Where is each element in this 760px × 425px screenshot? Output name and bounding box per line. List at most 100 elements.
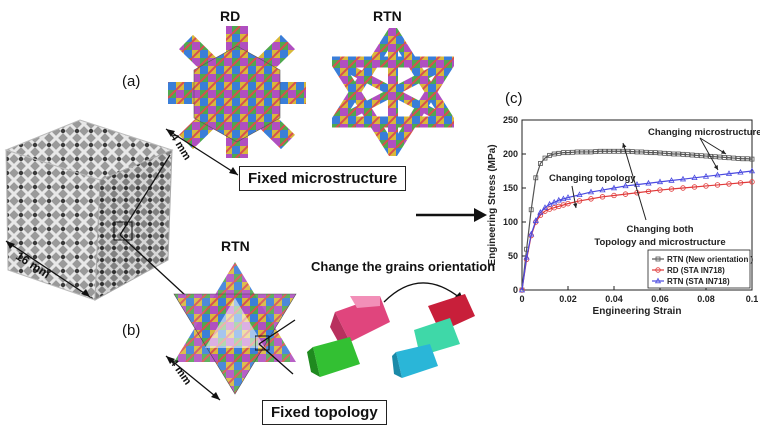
data-point: [593, 149, 598, 155]
annotation-microstructure: Changing microstructure: [648, 127, 760, 138]
data-point: [668, 186, 675, 192]
data-point: [533, 175, 539, 181]
data-point: [616, 148, 622, 154]
data-point: [629, 149, 635, 155]
data-point: [737, 168, 744, 175]
rd-lattice-model: [168, 26, 306, 158]
arrow-to-rtn-sta: [699, 137, 719, 171]
data-point: [675, 151, 681, 157]
panel-b-label: (b): [122, 322, 141, 339]
rtn-title-top: RTN: [373, 8, 402, 24]
rtn-lattice-model-top: [332, 28, 454, 156]
data-point: [538, 161, 543, 166]
data-point: [654, 277, 662, 284]
annotation-both-line2: Topology and microstructure: [594, 237, 725, 248]
data-point: [731, 155, 737, 161]
data-point: [744, 156, 750, 162]
data-point: [622, 182, 629, 189]
arrow-both: [622, 142, 647, 221]
change-grains-label: Change the grains orientation: [311, 259, 496, 274]
data-point: [726, 155, 732, 161]
rtn-title-bottom: RTN: [221, 238, 250, 254]
data-point: [607, 148, 612, 154]
data-point: [576, 191, 583, 197]
grain-model-original: [307, 296, 390, 377]
data-point: [610, 184, 618, 191]
data-point: [588, 196, 594, 202]
data-point: [749, 156, 755, 162]
y-tick-label: 0: [513, 285, 518, 295]
data-point: [691, 184, 698, 190]
data-point: [680, 185, 686, 191]
data-point: [698, 153, 704, 159]
data-point: [748, 167, 756, 174]
dimension-4mm-arrow-bottom: [165, 355, 221, 401]
data-point: [671, 151, 677, 157]
y-tick-label: 200: [503, 149, 518, 159]
data-point: [518, 286, 526, 293]
y-tick-label: 50: [508, 251, 518, 261]
data-point: [532, 217, 539, 223]
data-point: [749, 179, 755, 185]
y-tick-label: 250: [503, 115, 518, 125]
data-point: [662, 150, 668, 156]
connector-lines: [113, 154, 186, 296]
data-point: [570, 149, 575, 155]
data-point: [714, 182, 721, 188]
data-point: [679, 175, 687, 182]
arrow-both-head: [622, 143, 627, 148]
data-point: [689, 152, 695, 158]
callout-lines-grain: [255, 319, 296, 375]
data-point: [579, 149, 585, 155]
data-point: [574, 149, 580, 155]
fixed-microstructure-label: Fixed microstructure: [239, 166, 407, 191]
data-point: [657, 187, 663, 193]
data-point: [546, 200, 553, 207]
data-point: [611, 148, 617, 154]
data-point: [560, 195, 567, 202]
lattice-cube-photo: [4, 119, 174, 301]
arrow-to-rtn-new-head: [721, 149, 726, 154]
data-point: [611, 192, 617, 199]
data-point: [576, 198, 583, 204]
data-point: [602, 148, 608, 154]
panel-c-label: (c): [505, 90, 523, 107]
data-point: [599, 194, 606, 200]
data-point: [634, 149, 640, 155]
x-tick-label: 0.1: [746, 294, 759, 304]
data-point: [702, 173, 710, 179]
series-2: [518, 167, 756, 293]
arrow-to-rtn-sta-head: [713, 165, 718, 170]
x-tick-label: 0.04: [605, 294, 623, 304]
legend-box: [647, 249, 751, 289]
grain-model-reoriented: [392, 294, 475, 378]
data-point: [643, 149, 649, 155]
x-tick-label: 0.02: [559, 294, 577, 304]
data-point: [639, 149, 645, 155]
data-point: [564, 194, 572, 200]
data-point: [714, 171, 721, 178]
data-point: [565, 150, 571, 156]
data-point: [735, 156, 741, 161]
data-point: [542, 208, 548, 214]
data-point: [666, 151, 672, 157]
data-point: [685, 152, 691, 158]
data-point: [703, 153, 709, 159]
rd-title: RD: [220, 8, 241, 24]
data-point: [645, 188, 652, 195]
series-line: [521, 150, 753, 291]
data-point: [622, 191, 629, 197]
data-point: [648, 150, 654, 156]
right-arrow: [416, 208, 487, 222]
data-point: [708, 153, 714, 159]
data-point: [537, 209, 544, 215]
data-point: [725, 170, 733, 176]
data-point: [588, 149, 594, 155]
legend-entry: RTN (New orientation ): [667, 255, 754, 264]
arrow-to-rtn-new: [699, 137, 727, 155]
data-point: [726, 181, 732, 187]
annotation-both-line1: Changing both: [626, 224, 693, 235]
data-point: [528, 230, 535, 237]
data-point: [694, 152, 700, 158]
fixed-topology-label: Fixed topology: [262, 400, 387, 425]
